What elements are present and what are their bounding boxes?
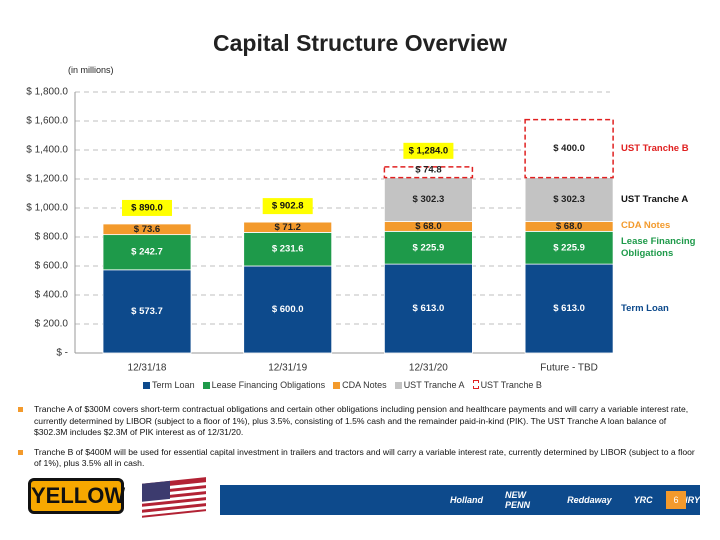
bar-segment xyxy=(524,230,614,265)
legend-item: UST Tranche B xyxy=(472,380,542,390)
legend-label: Lease Financing Obligations xyxy=(211,380,326,390)
value-label: $ 600.0 xyxy=(272,304,304,315)
brand-logo: YRC xyxy=(633,495,653,505)
total-label: $ 1,284.0 xyxy=(409,145,449,156)
legend-label: UST Tranche A xyxy=(403,380,465,390)
total-label: $ 890.0 xyxy=(131,202,163,213)
total-box xyxy=(262,198,313,215)
value-label: $ 613.0 xyxy=(553,303,585,314)
legend-item: CDA Notes xyxy=(333,380,387,390)
total-label: $ 902.8 xyxy=(272,201,304,212)
value-label: $ 302.3 xyxy=(413,194,445,205)
bar-segment xyxy=(102,223,192,236)
brand-logo: Reddaway xyxy=(567,495,612,505)
legend-swatch xyxy=(202,382,210,389)
side-label: CDA Notes xyxy=(621,220,671,232)
flag xyxy=(142,477,206,518)
page-number: 6 xyxy=(666,491,686,509)
y-tick-label: $ 400.0 xyxy=(35,290,69,301)
value-label: $ 68.0 xyxy=(415,221,441,232)
value-label: $ 73.6 xyxy=(134,224,160,235)
unit-note: (in millions) xyxy=(68,65,114,75)
legend-label: CDA Notes xyxy=(342,380,387,390)
y-tick-label: $ 600.0 xyxy=(35,261,69,272)
value-label: $ 613.0 xyxy=(413,303,445,314)
side-label: Lease Financing Obligations xyxy=(621,235,696,259)
bar-segment xyxy=(524,118,614,179)
bar-segment xyxy=(102,234,192,271)
total-box xyxy=(403,142,454,159)
bullet-item: Tranche A of $300M covers short-term con… xyxy=(18,404,698,439)
value-label: $ 302.3 xyxy=(553,194,585,205)
y-tick-label: $ - xyxy=(56,348,68,359)
y-tick-label: $ 1,400.0 xyxy=(26,145,68,156)
legend-item: Lease Financing Obligations xyxy=(202,380,326,390)
brand-logo: NEW PENN xyxy=(505,490,531,510)
legend-label: Term Loan xyxy=(152,380,195,390)
legend-item: UST Tranche A xyxy=(394,380,465,390)
value-label: $ 225.9 xyxy=(413,242,445,253)
x-tick-label: 12/31/20 xyxy=(409,363,448,374)
side-label: UST Tranche A xyxy=(621,193,689,205)
brand-logo: Holland xyxy=(450,495,483,505)
x-tick-label: 12/31/18 xyxy=(128,363,167,374)
value-label: $ 400.0 xyxy=(553,143,585,154)
brand-logo: HNRY xyxy=(674,495,700,505)
bullet-item: Tranche B of $400M will be used for esse… xyxy=(18,447,698,470)
y-tick-label: $ 1,600.0 xyxy=(26,116,68,127)
slide-title: Capital Structure Overview xyxy=(213,30,507,56)
legend-swatch xyxy=(472,380,479,389)
value-label: $ 242.7 xyxy=(131,247,163,258)
side-label: UST Tranche B xyxy=(621,142,689,154)
bar-segment xyxy=(524,263,614,354)
bar-segment xyxy=(243,221,333,233)
legend: Term Loan Lease Financing Obligations CDA … xyxy=(75,380,610,390)
y-tick-label: $ 800.0 xyxy=(35,232,69,243)
value-label: $ 225.9 xyxy=(553,242,585,253)
value-label: $ 71.2 xyxy=(274,222,300,233)
y-tick-label: $ 1,000.0 xyxy=(26,203,68,214)
value-label: $ 68.0 xyxy=(556,221,582,232)
brand-band: Holland NEW PENN Reddaway YRC HNRY xyxy=(220,485,700,515)
bullet-list: Tranche A of $300M covers short-term con… xyxy=(18,404,698,478)
y-tick-label: $ 1,800.0 xyxy=(26,87,68,98)
total-box xyxy=(122,199,172,216)
y-tick-label: $ 200.0 xyxy=(35,319,69,330)
company-logo: YELLOW xyxy=(28,478,125,514)
side-label: Term Loan xyxy=(621,302,669,314)
value-label: $ 74.8 xyxy=(415,164,441,175)
legend-item: Term Loan xyxy=(143,380,195,390)
legend-swatch xyxy=(394,382,402,389)
value-label: $ 573.7 xyxy=(131,306,163,317)
chart: $ - $ 200.0 $ 400.0 $ 600.0 $ 800.0 $ 1,000.0… xyxy=(26,87,614,374)
legend-label: UST Tranche B xyxy=(480,380,542,390)
y-tick-label: $ 1,200.0 xyxy=(26,174,68,185)
x-tick-label: 12/31/19 xyxy=(268,363,307,374)
legend-swatch xyxy=(333,382,341,389)
x-tick-label: Future - TBD xyxy=(540,363,598,374)
bar-segment xyxy=(383,166,474,179)
legend-swatch xyxy=(143,382,151,389)
value-label: $ 231.6 xyxy=(272,244,304,255)
